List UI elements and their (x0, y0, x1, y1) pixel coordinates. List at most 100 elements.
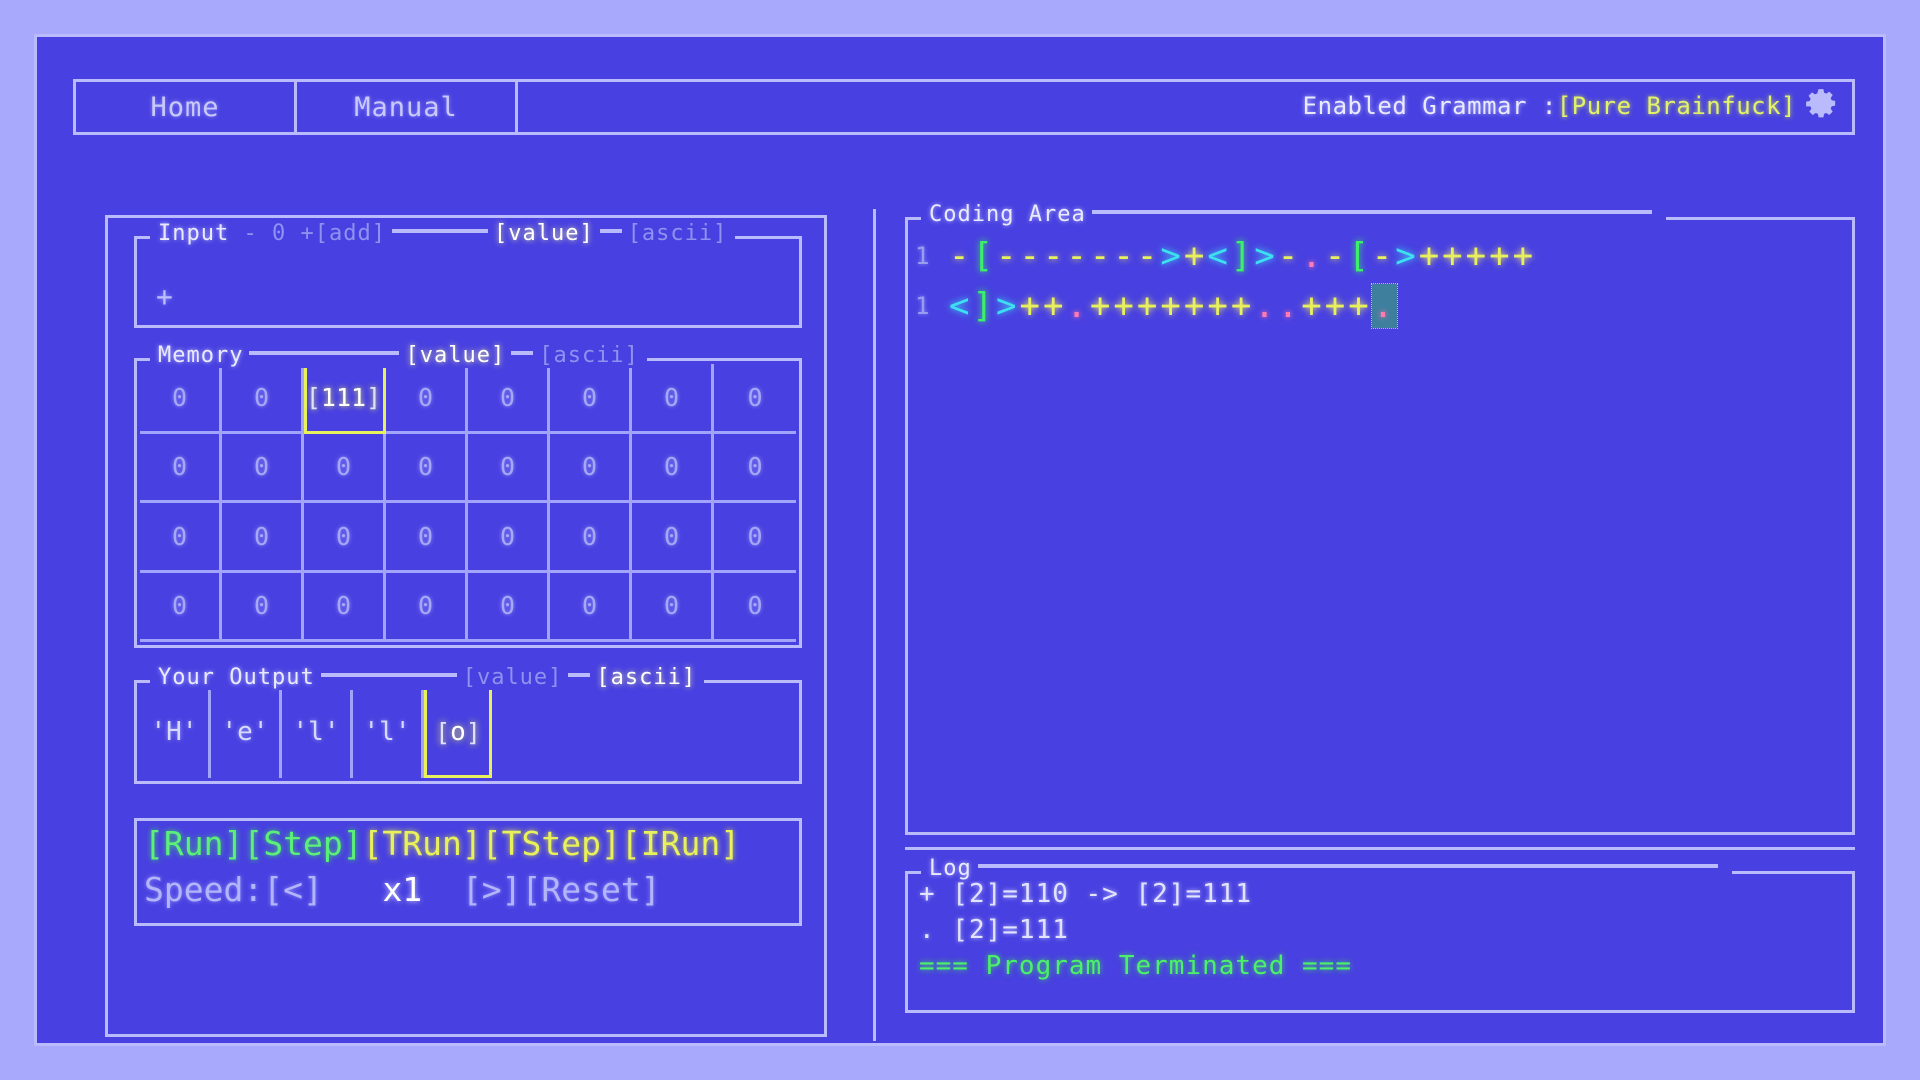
gear-icon[interactable] (1804, 87, 1838, 127)
memory-cell-selected[interactable]: [111] (304, 364, 386, 434)
output-cell[interactable]: 'H' (140, 686, 211, 778)
memory-cell-value: 0 (581, 452, 598, 482)
memory-cell[interactable]: 0 (386, 433, 468, 503)
input-panel-legend: Input - 0 +[add] [value] [ascii] (150, 221, 736, 246)
output-cell-value: o (450, 717, 466, 747)
memory-cell-value: 0 (171, 382, 188, 412)
memory-cell[interactable]: 0 (632, 433, 714, 503)
legend-divider (320, 673, 457, 677)
memory-cell[interactable]: 0 (550, 572, 632, 642)
input-decrement-button[interactable]: - (243, 221, 258, 246)
memory-cell-value: 0 (581, 382, 598, 412)
input-add-button[interactable]: [add] (314, 221, 386, 246)
memory-cell[interactable]: 0 (714, 573, 796, 642)
code-token: > (1254, 236, 1278, 276)
reset-button[interactable]: [Reset] (521, 870, 661, 909)
memory-cell-value: 0 (253, 521, 270, 551)
memory-cell[interactable]: 0 (550, 433, 632, 503)
memory-cell[interactable]: 0 (550, 503, 632, 573)
memory-cell[interactable]: 0 (468, 572, 550, 642)
input-view-ascii-toggle[interactable]: [ascii] (627, 221, 728, 246)
memory-cell[interactable]: 0 (304, 433, 386, 503)
memory-cell[interactable]: 0 (140, 364, 222, 434)
code-token: + (1136, 286, 1161, 326)
memory-cell[interactable]: 0 (386, 503, 468, 573)
speed-label: Speed: (144, 870, 264, 909)
tstep-button[interactable]: [TStep] (481, 824, 621, 863)
output-cell[interactable]: 'e' (211, 686, 282, 778)
memory-cell-value: 0 (171, 521, 188, 551)
input-view-value-toggle[interactable]: [value] (493, 221, 594, 246)
cell-bracket-left: [ (305, 382, 321, 412)
step-button[interactable]: [Step] (243, 824, 363, 863)
code-token: > (1160, 236, 1184, 276)
input-increment-button[interactable]: + (300, 221, 315, 246)
memory-cell-value: 0 (417, 452, 434, 482)
memory-cell-value: 111 (320, 382, 367, 412)
input-field[interactable]: + (156, 280, 173, 313)
grammar-selector[interactable]: Enabled Grammar :[Pure Brainfuck] (518, 82, 1852, 132)
memory-cell[interactable]: 0 (468, 433, 550, 503)
coding-area-legend: Coding Area (921, 202, 1666, 227)
memory-cell[interactable]: 0 (632, 503, 714, 573)
log-output: + [2]=110 -> [2]=111 . [2]=111 === Program… (919, 879, 1847, 987)
code-token: - (1371, 236, 1396, 276)
legend-divider (977, 864, 1718, 868)
memory-cell[interactable]: 0 (222, 572, 304, 642)
memory-cell[interactable]: 0 (468, 503, 550, 573)
nav-tab-manual-label: Manual (354, 91, 458, 123)
memory-cell[interactable]: 0 (222, 364, 304, 434)
memory-cell[interactable]: 0 (550, 364, 632, 434)
memory-cell[interactable]: 0 (632, 364, 714, 434)
trun-button[interactable]: [TRun] (362, 824, 482, 863)
memory-cell-value: 0 (499, 591, 516, 621)
speed-decrease-button[interactable]: [<] (263, 870, 323, 909)
memory-cell[interactable]: 0 (140, 572, 222, 642)
code-token: + (1230, 286, 1255, 326)
memory-cell[interactable]: 0 (468, 364, 550, 434)
output-view-value-toggle[interactable]: [value] (462, 665, 563, 690)
irun-button[interactable]: [IRun] (620, 824, 741, 863)
code-line[interactable]: 1 <] > + +. + + + + + + +.. + + +. (915, 281, 1845, 331)
nav-tab-manual[interactable]: Manual (297, 82, 518, 132)
output-view-ascii-toggle[interactable]: [ascii] (596, 665, 697, 690)
code-line[interactable]: 1-[- - - - - - - > + <] > -. -[- > + + + + + (915, 231, 1845, 281)
memory-cell[interactable]: 0 (222, 503, 304, 573)
memory-cell[interactable]: 0 (222, 433, 304, 503)
controls-panel-box (134, 818, 802, 926)
memory-cell[interactable]: 0 (714, 364, 796, 434)
code-token: < (1207, 236, 1231, 276)
output-cell[interactable]: 'l' (282, 686, 353, 778)
output-cell[interactable]: 'l' (353, 686, 424, 778)
memory-view-value-toggle[interactable]: [value] (405, 343, 506, 368)
run-button[interactable]: [Run] (144, 824, 244, 863)
output-cell-selected[interactable]: [o] (424, 686, 492, 778)
code-token: + (1089, 286, 1114, 326)
memory-cell-value: 0 (663, 591, 680, 621)
code-token: + (1324, 286, 1349, 326)
memory-cell[interactable]: 0 (140, 433, 222, 503)
code-token: - (1019, 236, 1043, 276)
column-divider (873, 209, 876, 1041)
memory-cell[interactable]: 0 (632, 572, 714, 642)
memory-view-ascii-toggle[interactable]: [ascii] (539, 343, 639, 368)
memory-cell-value: 0 (747, 521, 763, 551)
memory-cell[interactable]: 0 (386, 364, 468, 434)
nav-tab-home[interactable]: Home (76, 82, 297, 132)
output-cells: 'H' 'e' 'l' 'l' [o] (140, 686, 492, 778)
memory-cell[interactable]: 0 (304, 503, 386, 573)
memory-cell[interactable]: 0 (386, 572, 468, 642)
memory-cell[interactable]: 0 (714, 503, 796, 573)
speed-increase-button[interactable]: [>] (461, 870, 522, 909)
code-token: > (995, 286, 1020, 326)
memory-cell[interactable]: 0 (304, 572, 386, 642)
memory-cell-value: 0 (171, 591, 188, 621)
code-line-number: 1 (915, 242, 930, 270)
memory-cell[interactable]: 0 (140, 503, 222, 573)
code-token: + (1465, 236, 1490, 276)
code-line-number: 1 (915, 292, 930, 320)
code-token: - (1136, 236, 1161, 276)
memory-cell[interactable]: 0 (714, 434, 796, 503)
output-cell-value: 'l' (292, 717, 340, 747)
code-editor[interactable]: 1-[- - - - - - - > + <] > -. -[- > + + + + +1 <] > + +. + + + + + + +… (915, 231, 1845, 331)
